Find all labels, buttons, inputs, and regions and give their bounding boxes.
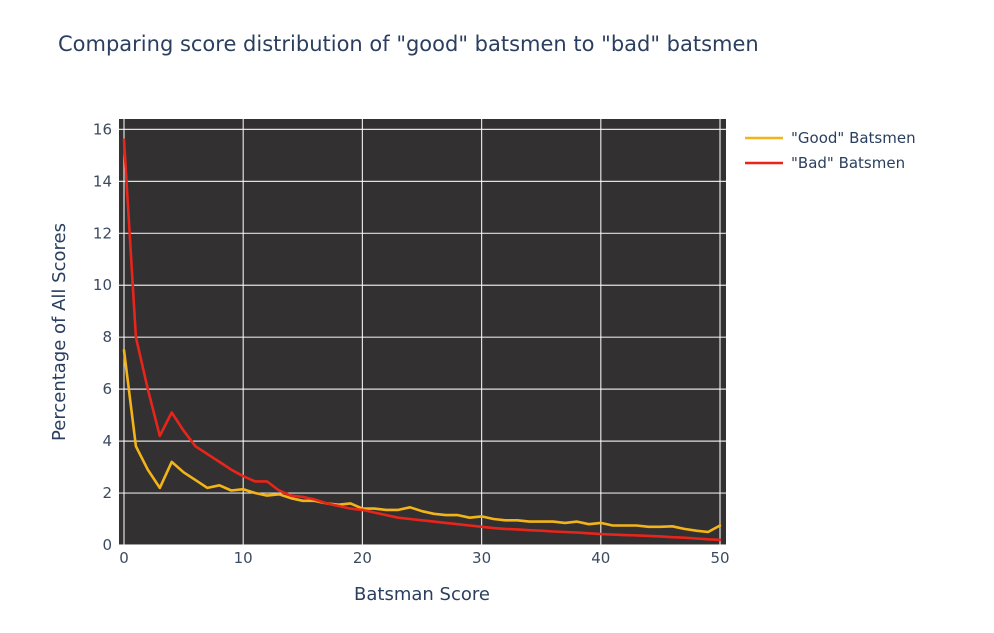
x-tick-label: 40 <box>591 549 610 567</box>
gridlines <box>119 119 726 546</box>
y-axis-title: Percentage of All Scores <box>49 223 70 441</box>
y-tick-label: 12 <box>93 224 112 242</box>
legend[interactable]: "Good" Batsmen "Bad" Batsmen <box>745 129 916 172</box>
plot-area <box>119 119 726 545</box>
x-axis-ticks: 0 10 20 30 40 50 <box>119 549 729 567</box>
series-line-good-batsmen <box>122 348 722 534</box>
y-tick-label: 8 <box>102 328 112 346</box>
x-axis-title: Batsman Score <box>354 584 490 605</box>
x-tick-label: 30 <box>472 549 491 567</box>
y-axis-ticks: 0 2 4 6 8 10 12 14 16 <box>93 120 112 554</box>
legend-label[interactable]: "Good" Batsmen <box>791 129 916 147</box>
series-lines <box>122 138 722 542</box>
y-tick-label: 2 <box>102 484 112 502</box>
chart-title: Comparing score distribution of "good" b… <box>58 32 759 56</box>
y-tick-label: 16 <box>93 120 112 138</box>
x-tick-label: 10 <box>234 549 253 567</box>
x-tick-label: 0 <box>119 549 129 567</box>
y-tick-label: 14 <box>93 172 112 190</box>
series-line-bad-batsmen <box>122 138 722 542</box>
legend-label[interactable]: "Bad" Batsmen <box>791 154 905 172</box>
y-tick-label: 0 <box>102 536 112 554</box>
y-tick-label: 4 <box>102 432 112 450</box>
x-tick-label: 50 <box>710 549 729 567</box>
y-tick-label: 10 <box>93 276 112 294</box>
y-tick-label: 6 <box>102 380 112 398</box>
x-tick-label: 20 <box>353 549 372 567</box>
